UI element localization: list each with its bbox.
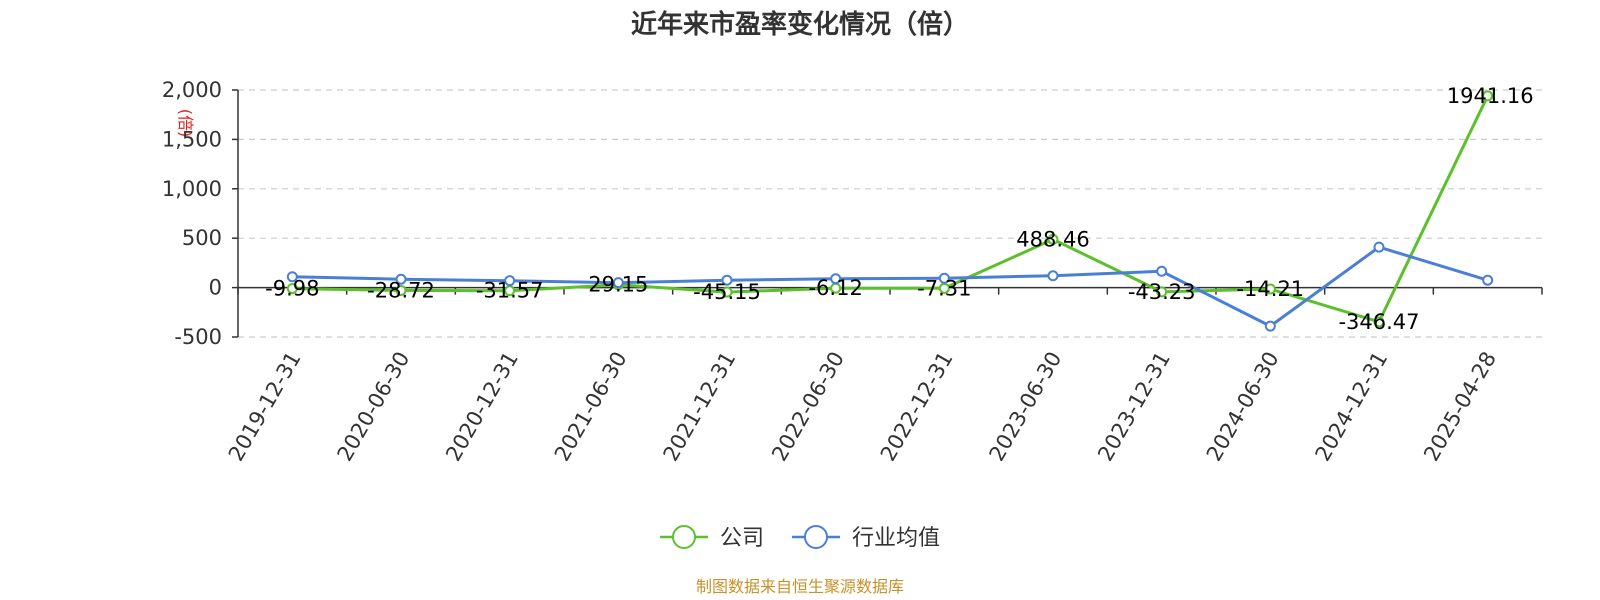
legend-label-0: 公司 [720,526,764,551]
data-point [938,282,950,294]
data-label: -31.57 [476,279,544,303]
x-tick-label: 2021-12-31 [659,348,741,466]
data-point [1264,283,1276,295]
x-tick-label: 2024-06-30 [1202,348,1284,466]
y-tick-label: 500 [182,226,222,250]
data-label: -9.98 [265,277,319,301]
data-label: -14.21 [1236,277,1304,301]
series-lines [286,90,1494,332]
data-point [1156,286,1168,298]
data-point [395,284,407,296]
data-point [1047,233,1059,245]
chart-title: 近年来市盈率变化情况（倍） [631,9,969,40]
x-tick-label: 2023-06-30 [985,348,1067,466]
data-label: -43.23 [1128,280,1196,304]
data-point [721,274,733,286]
x-tick-label: 2023-12-31 [1093,348,1175,466]
data-point [395,273,407,285]
data-label: -45.15 [693,280,761,304]
data-point [830,273,842,285]
y-tick-label: -500 [174,325,222,349]
legend: 公司 行业均值 [660,525,940,551]
legend-marker-1 [804,525,828,549]
data-point [1482,274,1494,286]
x-tick-label: 2022-12-31 [876,348,958,466]
data-point [286,283,298,295]
data-point [1373,316,1385,328]
data-label: 1941.16 [1447,84,1534,108]
data-point [938,272,950,284]
source-note: 制图数据来自恒生聚源数据库 [696,577,904,596]
data-point [1156,265,1168,277]
data-labels: -9.98 -28.72 -31.57 29.15 -45.15 -6.12 -7.31 48… [265,84,1534,334]
y-tick-label: 1,000 [162,177,222,201]
data-label: -6.12 [808,276,862,300]
x-tick-label: 2022-06-30 [767,348,849,466]
legend-label-1: 行业均值 [852,526,940,551]
x-tick-label: 2025-04-28 [1419,348,1501,466]
y-tick-label: 2,000 [162,78,222,102]
data-point [286,271,298,283]
data-point [721,286,733,298]
x-tick-label: 2024-12-31 [1311,348,1393,466]
gridlines [238,89,1542,338]
data-label: 29.15 [588,273,648,297]
data-point [504,285,516,297]
x-tick-label: 2020-12-31 [441,348,523,466]
data-label: 488.46 [1016,227,1089,251]
data-label: -346.47 [1338,310,1419,334]
series-line-1 [292,245,1489,328]
data-point [1264,320,1276,332]
axes: -500 0 500 1,000 1,500 2,000 2019-12-31 2020-06… [162,78,1543,466]
y-axis-label: (倍) [176,109,195,138]
data-point [1047,270,1059,282]
data-point [504,275,516,287]
y-tick-label: 0 [209,276,222,300]
data-label: -7.31 [917,276,971,300]
x-tick-label: 2020-06-30 [333,348,415,466]
legend-marker-0 [672,525,696,549]
series-line-0 [292,95,1490,324]
data-point [612,277,624,289]
data-point [1482,90,1494,102]
data-label: -28.72 [367,278,435,302]
data-point [1373,241,1385,253]
x-tick-label: 2019-12-31 [224,348,306,466]
x-tick-label: 2021-06-30 [550,348,632,466]
y-tick-label: 1,500 [162,127,222,151]
